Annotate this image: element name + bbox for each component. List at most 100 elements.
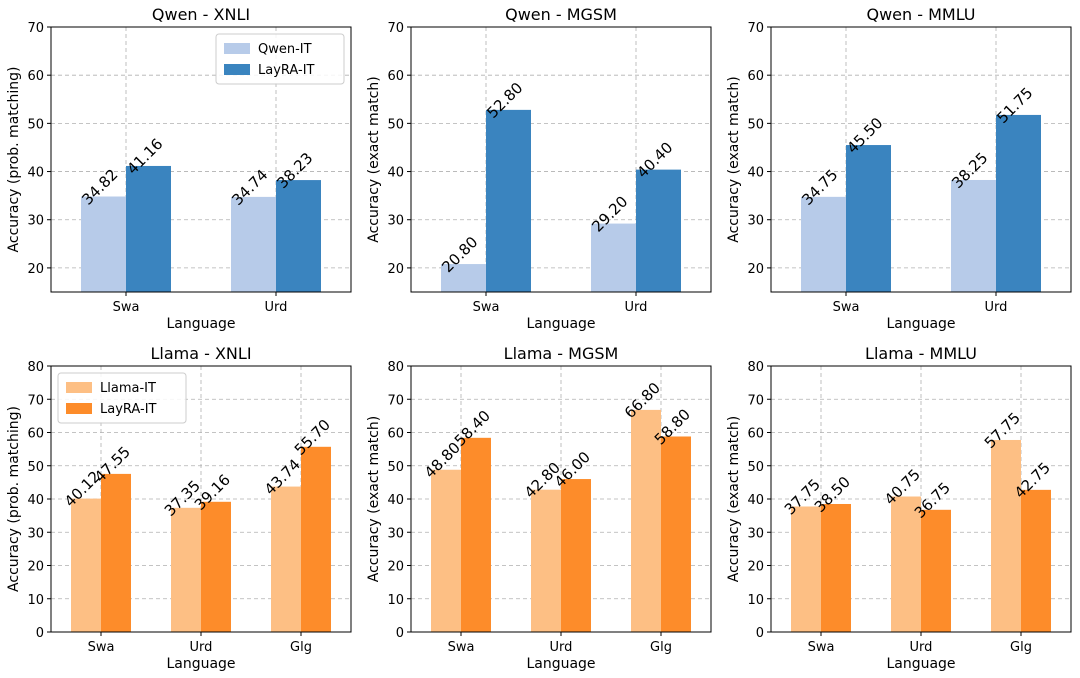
- legend-label: LayRA-IT: [100, 402, 157, 417]
- x-tick-label: Glg: [1010, 640, 1032, 655]
- y-tick-label: 70: [27, 393, 44, 408]
- y-tick-label: 30: [27, 214, 44, 229]
- bar-layra-it-swa: [486, 109, 531, 292]
- bar-layra-it-swa: [101, 473, 131, 632]
- bar-llama-it-glg: [631, 409, 661, 632]
- x-axis-label: Language: [526, 656, 595, 672]
- chart-panel-4: 40.12 37.35 43.7447.5539.1655.700102030405…: [6, 344, 352, 672]
- y-tick-label: 60: [27, 427, 44, 442]
- y-tick-label: 10: [747, 593, 764, 608]
- x-tick-label: Swa: [88, 640, 115, 655]
- y-tick-label: 60: [27, 69, 44, 84]
- bar-llama-it-urd: [891, 496, 921, 632]
- legend-label: Qwen-IT: [258, 42, 312, 57]
- bar-llama-it-swa: [71, 498, 101, 632]
- x-tick-label: Swa: [808, 640, 835, 655]
- y-tick-label: 20: [27, 560, 44, 575]
- y-tick-label: 80: [747, 360, 764, 375]
- y-tick-label: 40: [747, 493, 764, 508]
- y-tick-label: 80: [387, 360, 404, 375]
- y-tick-label: 20: [747, 560, 764, 575]
- x-tick-label: Glg: [650, 640, 672, 655]
- legend-swatch: [224, 43, 250, 54]
- y-tick-label: 40: [747, 166, 764, 181]
- y-tick-label: 70: [387, 393, 404, 408]
- x-tick-label: Swa: [473, 300, 500, 315]
- y-tick-label: 0: [36, 626, 44, 641]
- y-tick-label: 60: [387, 69, 404, 84]
- y-tick-label: 30: [747, 214, 764, 229]
- y-axis-label: Accuracy (exact match): [726, 416, 742, 582]
- y-tick-label: 70: [747, 393, 764, 408]
- chart-title: Llama - MGSM: [504, 344, 619, 363]
- y-tick-label: 40: [27, 493, 44, 508]
- axes-frame: [770, 26, 1072, 293]
- y-tick-label: 0: [396, 626, 404, 641]
- y-tick-label: 40: [27, 166, 44, 181]
- y-tick-label: 20: [387, 262, 404, 277]
- bar-layra-it-swa: [461, 437, 491, 632]
- y-tick-label: 70: [747, 21, 764, 36]
- axes-frame: [50, 26, 352, 293]
- y-tick-label: 50: [747, 117, 764, 132]
- y-tick-label: 60: [747, 427, 764, 442]
- chart-title: Llama - MMLU: [865, 344, 977, 363]
- legend-label: Llama-IT: [100, 381, 156, 396]
- chart-title: Qwen - MMLU: [866, 5, 975, 24]
- legend-swatch: [224, 64, 250, 75]
- y-axis-label: Accuracy (prob. matching): [6, 67, 22, 253]
- x-axis-label: Language: [526, 316, 595, 332]
- x-axis-label: Language: [886, 656, 955, 672]
- y-tick-label: 30: [387, 214, 404, 229]
- legend-swatch: [66, 382, 92, 393]
- y-tick-label: 30: [27, 526, 44, 541]
- bar-layra-it-glg: [1021, 489, 1051, 632]
- bar-layra-it-urd: [921, 509, 951, 632]
- x-tick-label: Swa: [113, 300, 140, 315]
- y-tick-label: 0: [756, 626, 764, 641]
- y-tick-label: 70: [387, 21, 404, 36]
- bar-qwen-it-urd: [591, 223, 636, 292]
- x-axis-label: Language: [166, 656, 235, 672]
- chart-title: Llama - XNLI: [150, 344, 251, 363]
- x-tick-label: Urd: [550, 640, 573, 655]
- y-tick-label: 60: [747, 69, 764, 84]
- x-tick-label: Urd: [985, 300, 1008, 315]
- y-tick-label: 50: [387, 117, 404, 132]
- y-tick-label: 40: [387, 493, 404, 508]
- x-tick-label: Urd: [190, 640, 213, 655]
- y-tick-label: 20: [747, 262, 764, 277]
- bar-layra-it-urd: [996, 114, 1041, 292]
- bar-llama-it-urd: [531, 489, 561, 632]
- y-tick-label: 80: [27, 360, 44, 375]
- bar-llama-it-glg: [271, 486, 301, 632]
- bar-qwen-it-urd: [231, 196, 276, 292]
- y-axis-label: Accuracy (exact match): [366, 76, 382, 242]
- x-tick-label: Swa: [448, 640, 475, 655]
- x-tick-label: Swa: [833, 300, 860, 315]
- x-axis-label: Language: [166, 316, 235, 332]
- y-tick-label: 10: [27, 593, 44, 608]
- bar-layra-it-glg: [661, 436, 691, 632]
- axes-frame: [410, 26, 712, 293]
- bar-layra-it-swa: [821, 503, 851, 632]
- y-tick-label: 20: [387, 560, 404, 575]
- y-tick-label: 20: [27, 262, 44, 277]
- y-tick-label: 50: [747, 460, 764, 475]
- y-tick-label: 50: [27, 460, 44, 475]
- chart-title: Qwen - MGSM: [505, 5, 617, 24]
- bar-llama-it-urd: [171, 507, 201, 632]
- bar-qwen-it-swa: [81, 196, 126, 292]
- bar-layra-it-urd: [276, 180, 321, 292]
- bar-qwen-it-swa: [441, 264, 486, 292]
- x-axis-label: Language: [886, 316, 955, 332]
- bar-layra-it-urd: [201, 501, 231, 632]
- y-tick-label: 50: [27, 117, 44, 132]
- bar-llama-it-swa: [431, 469, 461, 632]
- bar-layra-it-swa: [846, 145, 891, 292]
- y-axis-label: Accuracy (prob. matching): [6, 406, 22, 592]
- bar-layra-it-urd: [636, 169, 681, 292]
